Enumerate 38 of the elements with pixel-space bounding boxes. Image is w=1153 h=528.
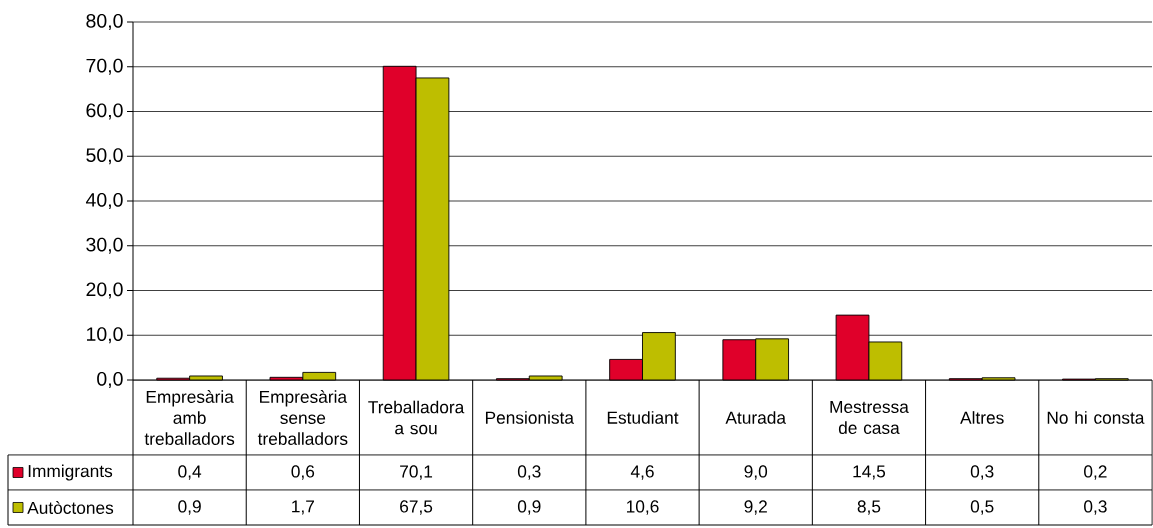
x-tick-label: No hi consta	[1047, 411, 1145, 424]
x-tick-label: Mestressa de casa	[830, 400, 909, 435]
data-label: 0,2	[1084, 465, 1107, 480]
data-label: 67,5	[400, 500, 433, 515]
y-tick-label: 0,0	[97, 371, 123, 389]
y-tick-label: 80,0	[86, 13, 123, 31]
data-label: 0,6	[291, 465, 315, 480]
y-tick-label: 60,0	[86, 103, 123, 120]
x-tick-label: Pensionista	[485, 411, 574, 424]
data-label: 0,5	[970, 500, 994, 515]
data-label: 0,3	[517, 465, 541, 480]
data-label: 70,1	[400, 465, 433, 480]
y-tick-label: 10,0	[87, 327, 123, 344]
y-tick-label: 70,0	[86, 58, 123, 75]
x-tick-label: Empresària sense treballadors	[257, 390, 348, 445]
y-tick-label: 50,0	[86, 148, 123, 165]
x-tick-label: Estudiant	[607, 411, 679, 424]
data-label: 0,4	[178, 465, 202, 480]
legend-label: Immigrants	[28, 464, 113, 481]
x-tick-label: Treballadora a sou	[368, 400, 465, 435]
data-label: 9,2	[744, 500, 767, 515]
data-label: 10,6	[626, 500, 659, 515]
legend-label: Autòctones	[27, 501, 114, 514]
y-tick-label: 40,0	[85, 192, 123, 210]
data-label: 0,9	[178, 500, 201, 515]
x-tick-label: Aturada	[725, 411, 787, 424]
x-tick-label: Altres	[960, 411, 1004, 424]
data-label: 8,5	[857, 500, 881, 515]
data-label: 0,3	[1084, 500, 1107, 515]
data-label: 9,0	[744, 465, 768, 480]
data-label: 1,7	[292, 500, 314, 515]
data-label: 0,3	[970, 465, 994, 480]
x-tick-label: Empresària amb treballadors	[144, 390, 235, 445]
data-label: 0,9	[517, 500, 541, 515]
y-tick-label: 20,0	[86, 282, 123, 299]
data-label: 14,5	[853, 465, 886, 480]
data-label: 4,6	[630, 465, 654, 480]
y-tick-label: 30,0	[86, 237, 123, 254]
